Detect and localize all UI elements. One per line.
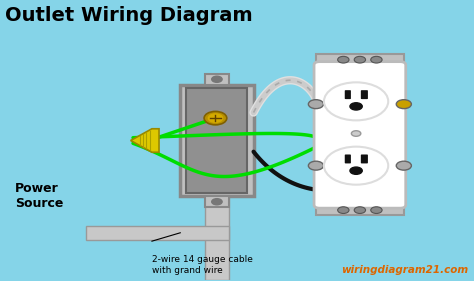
- FancyBboxPatch shape: [361, 90, 368, 99]
- Text: Outlet Wiring Diagram: Outlet Wiring Diagram: [5, 6, 253, 25]
- Polygon shape: [131, 129, 159, 152]
- Text: Power
Source: Power Source: [15, 182, 63, 210]
- FancyBboxPatch shape: [316, 55, 404, 65]
- Circle shape: [324, 82, 388, 120]
- Circle shape: [354, 56, 365, 63]
- Circle shape: [324, 147, 388, 185]
- Text: wiringdiagram21.com: wiringdiagram21.com: [341, 265, 469, 275]
- FancyBboxPatch shape: [205, 196, 229, 207]
- Circle shape: [371, 207, 382, 214]
- FancyBboxPatch shape: [361, 155, 368, 164]
- Bar: [86, 226, 229, 240]
- FancyBboxPatch shape: [314, 62, 406, 208]
- Circle shape: [337, 207, 349, 214]
- Circle shape: [204, 112, 227, 125]
- Circle shape: [350, 103, 362, 110]
- FancyBboxPatch shape: [186, 88, 247, 193]
- Circle shape: [309, 100, 323, 109]
- Circle shape: [212, 199, 222, 205]
- Circle shape: [396, 100, 411, 109]
- Circle shape: [212, 76, 222, 82]
- FancyBboxPatch shape: [345, 90, 351, 99]
- FancyBboxPatch shape: [345, 155, 351, 164]
- Bar: [205, 196, 229, 280]
- Circle shape: [396, 161, 411, 170]
- Circle shape: [371, 56, 382, 63]
- Circle shape: [350, 167, 362, 174]
- Circle shape: [209, 114, 222, 122]
- FancyBboxPatch shape: [180, 85, 254, 196]
- Circle shape: [309, 161, 323, 170]
- Text: 2-wire 14 gauge cable
with grand wire: 2-wire 14 gauge cable with grand wire: [152, 255, 253, 275]
- FancyBboxPatch shape: [205, 74, 229, 85]
- Circle shape: [351, 131, 361, 136]
- FancyBboxPatch shape: [316, 205, 404, 216]
- Circle shape: [337, 56, 349, 63]
- Circle shape: [354, 207, 365, 214]
